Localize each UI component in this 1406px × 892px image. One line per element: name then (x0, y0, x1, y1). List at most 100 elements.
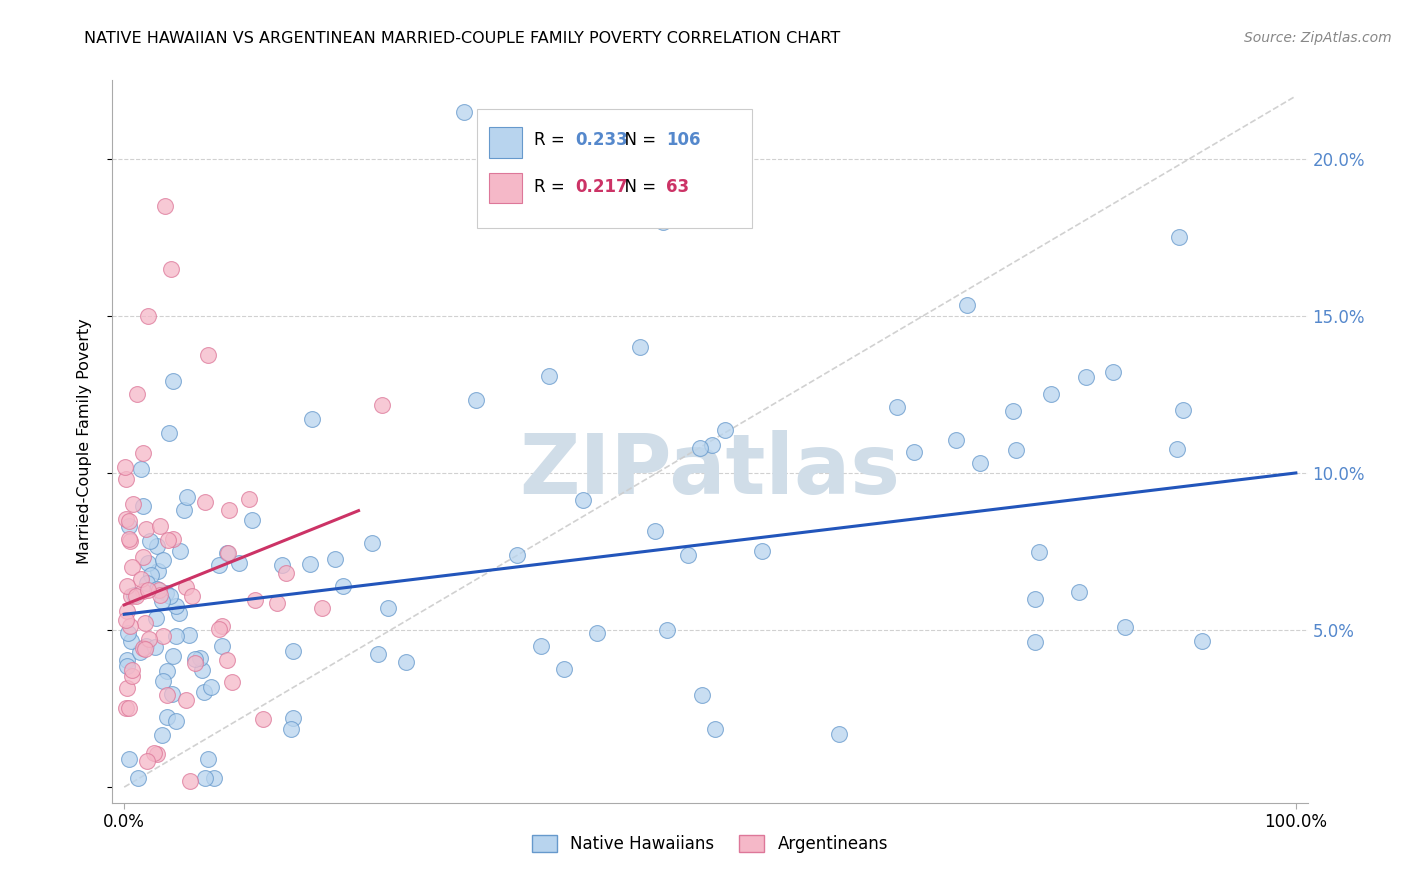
Point (395, 656, 418, 670)
Point (537, 369, 560, 384)
Point (283, 644, 305, 658)
Point (586, 625, 609, 640)
Point (155, 586, 177, 600)
Point (1102, 365, 1125, 379)
Point (162, 374, 184, 388)
Point (134, 616, 156, 631)
Point (129, 572, 152, 586)
Point (657, 623, 679, 637)
Point (506, 548, 529, 562)
Point (464, 392, 486, 407)
Point (523, 199, 546, 213)
Point (114, 460, 136, 475)
Point (252, 713, 274, 727)
Point (129, 645, 152, 659)
Point (193, 684, 215, 698)
Text: Source: ZipAtlas.com: Source: ZipAtlas.com (1244, 31, 1392, 45)
Point (828, 727, 851, 741)
Point (628, 340, 651, 354)
Point (115, 614, 138, 628)
FancyBboxPatch shape (489, 128, 523, 158)
Point (156, 688, 179, 702)
Point (169, 543, 191, 558)
Point (152, 629, 174, 643)
Point (159, 589, 181, 603)
Text: 0.233: 0.233 (575, 131, 627, 149)
Point (129, 462, 152, 476)
Point (361, 536, 384, 550)
Point (217, 653, 239, 667)
Text: N =: N = (614, 131, 662, 149)
Text: 0.217: 0.217 (575, 178, 627, 196)
Point (115, 579, 138, 593)
Point (644, 524, 666, 538)
Point (704, 723, 727, 737)
Point (200, 680, 222, 694)
FancyBboxPatch shape (489, 173, 523, 203)
Point (160, 261, 183, 276)
Point (1002, 404, 1025, 418)
Point (145, 611, 167, 625)
Point (149, 519, 172, 533)
Point (157, 426, 180, 441)
Point (136, 583, 159, 598)
Point (115, 472, 138, 486)
Point (211, 639, 233, 653)
Point (121, 497, 143, 511)
Point (572, 493, 595, 508)
Point (276, 566, 298, 580)
Point (132, 641, 155, 656)
Point (1069, 585, 1091, 599)
Point (135, 521, 157, 535)
Point (174, 692, 197, 706)
Point (142, 746, 165, 760)
Point (1191, 633, 1213, 648)
Point (121, 663, 143, 677)
Point (221, 675, 243, 690)
Point (266, 596, 288, 610)
Point (148, 583, 170, 598)
Point (143, 640, 166, 654)
Text: 106: 106 (666, 131, 700, 149)
Point (969, 456, 991, 470)
Point (281, 711, 304, 725)
Point (149, 588, 172, 602)
Point (162, 533, 184, 547)
Point (1166, 442, 1188, 456)
Point (118, 533, 141, 547)
Point (751, 543, 773, 558)
Point (1024, 592, 1046, 607)
Point (197, 348, 219, 362)
Point (238, 491, 260, 506)
Point (1024, 635, 1046, 649)
Point (652, 214, 675, 228)
Point (176, 490, 198, 504)
Point (194, 495, 217, 509)
Point (177, 628, 200, 642)
Point (332, 579, 354, 593)
Point (202, 771, 225, 785)
Point (115, 603, 138, 617)
Point (135, 639, 157, 653)
Point (228, 556, 250, 570)
Point (311, 600, 333, 615)
Text: R =: R = (534, 131, 571, 149)
Text: 63: 63 (666, 178, 689, 196)
Point (132, 583, 155, 598)
Point (194, 771, 217, 785)
Point (174, 580, 197, 594)
Point (156, 710, 179, 724)
Point (184, 652, 207, 666)
Point (121, 669, 143, 683)
Point (377, 601, 399, 615)
Point (138, 632, 160, 647)
Point (323, 551, 346, 566)
Point (1167, 230, 1189, 244)
Text: ZIPatlas: ZIPatlas (520, 430, 900, 511)
Point (243, 593, 266, 607)
Point (217, 546, 239, 560)
Point (886, 400, 908, 414)
Point (139, 567, 162, 582)
Point (165, 629, 187, 643)
Point (1005, 443, 1028, 458)
